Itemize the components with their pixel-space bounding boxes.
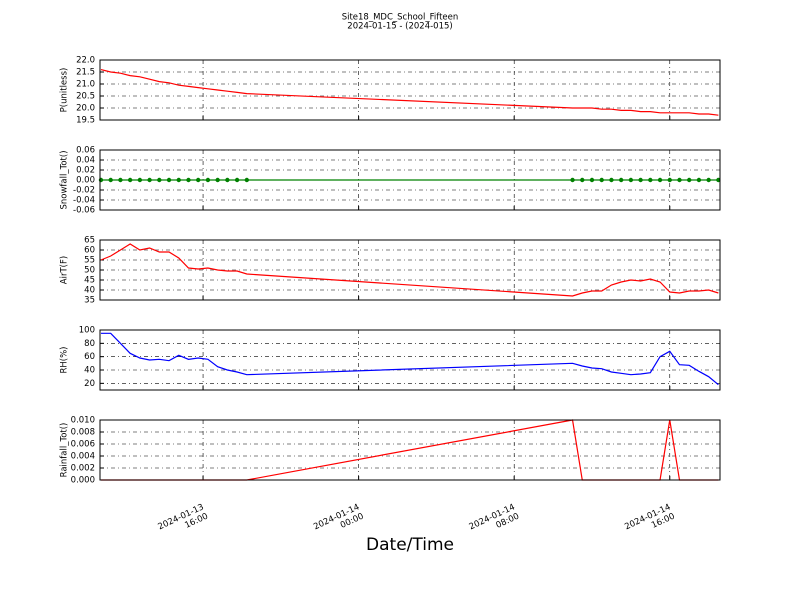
data-point [628,177,634,183]
y-tick-label: 80 [84,339,95,349]
data-point [667,177,672,183]
data-point [147,177,152,183]
data-point [599,177,604,183]
y-tick-label: 0.02 [76,166,95,176]
data-point [677,177,682,183]
y-tick-label: 55 [84,256,95,266]
y-tick-label: 20.5 [76,92,95,102]
data-line [100,419,719,481]
y-tick-label: -0.06 [73,206,95,216]
y-tick-label: 20 [84,379,95,389]
y-tick-label: 40 [84,366,95,376]
x-tick-label: 2024-01-1316:00 [156,502,209,541]
y-axis-label: P(unitless) [60,68,70,113]
data-point [618,177,624,183]
data-point [657,177,663,183]
y-tick-label: 21.5 [76,68,95,78]
data-point [108,177,113,183]
data-line [100,69,719,116]
data-point [205,177,211,183]
data-point [186,177,191,183]
chart-subtitle: 2024-01-15 - (2024-015) [347,22,452,32]
y-tick-label: 100 [79,326,95,336]
y-tick-label: 0.008 [71,428,95,438]
y-tick-label: 50 [84,266,95,276]
y-tick-label: 40 [84,286,95,296]
data-point [196,177,201,183]
plot-frame [99,329,721,391]
data-point [706,177,711,183]
y-tick-label: 22.0 [76,56,95,66]
y-axis-label: Rainfall_Tot() [60,423,70,478]
y-tick-label: -0.02 [73,186,95,196]
y-tick-label: 0.000 [71,476,95,486]
data-line [100,243,719,297]
data-point [609,177,614,183]
data-point [225,177,230,183]
data-point [157,177,162,183]
y-tick-label: 60 [84,246,95,256]
data-point [137,177,143,183]
data-point [244,177,250,183]
data-point [570,177,575,183]
plot-frame [99,419,721,481]
y-tick-label: 20.0 [76,104,95,114]
x-tick-label: 2024-01-1400:00 [312,502,365,541]
y-tick-label: 0.004 [71,452,95,462]
x-tick-label: 2024-01-1416:00 [623,502,676,541]
x-axis-label: Date/Time [366,535,454,555]
data-point [98,177,104,183]
plot-frame [99,239,721,301]
data-point [580,177,585,183]
y-axis-label: Snowfall_Tot() [60,150,70,209]
y-tick-label: 35 [84,296,95,306]
y-tick-label: -0.04 [73,196,95,206]
data-point [118,177,123,183]
x-tick-label: 2024-01-1408:00 [468,502,521,541]
y-tick-label: 0.002 [71,464,95,474]
data-point [687,177,692,183]
y-tick-label: 21.0 [76,80,95,90]
y-axis-label: AirT(F) [60,256,70,284]
data-point [648,177,653,183]
data-point [696,177,702,183]
y-tick-label: 0.006 [71,440,95,450]
y-axis-label: RH(%) [60,346,70,373]
y-tick-label: 19.5 [76,116,95,126]
data-point [638,177,643,183]
y-tick-label: 0.010 [71,416,95,426]
chart-title: Site18_MDC_School_Fifteen [342,13,459,23]
y-tick-label: 65 [84,236,95,246]
data-point [176,177,181,183]
data-point [215,177,220,183]
data-point [127,177,133,183]
y-tick-label: 60 [84,352,95,362]
y-tick-label: 45 [84,276,95,286]
plot-frame [99,149,721,211]
y-tick-label: 0.06 [76,146,95,156]
data-point [589,177,595,183]
plot-frame [99,59,721,121]
y-tick-label: 0.04 [76,156,95,166]
data-point [716,177,721,183]
data-point [166,177,172,183]
data-line [100,332,719,386]
y-tick-label: 0.00 [76,176,95,186]
data-point [234,177,240,183]
